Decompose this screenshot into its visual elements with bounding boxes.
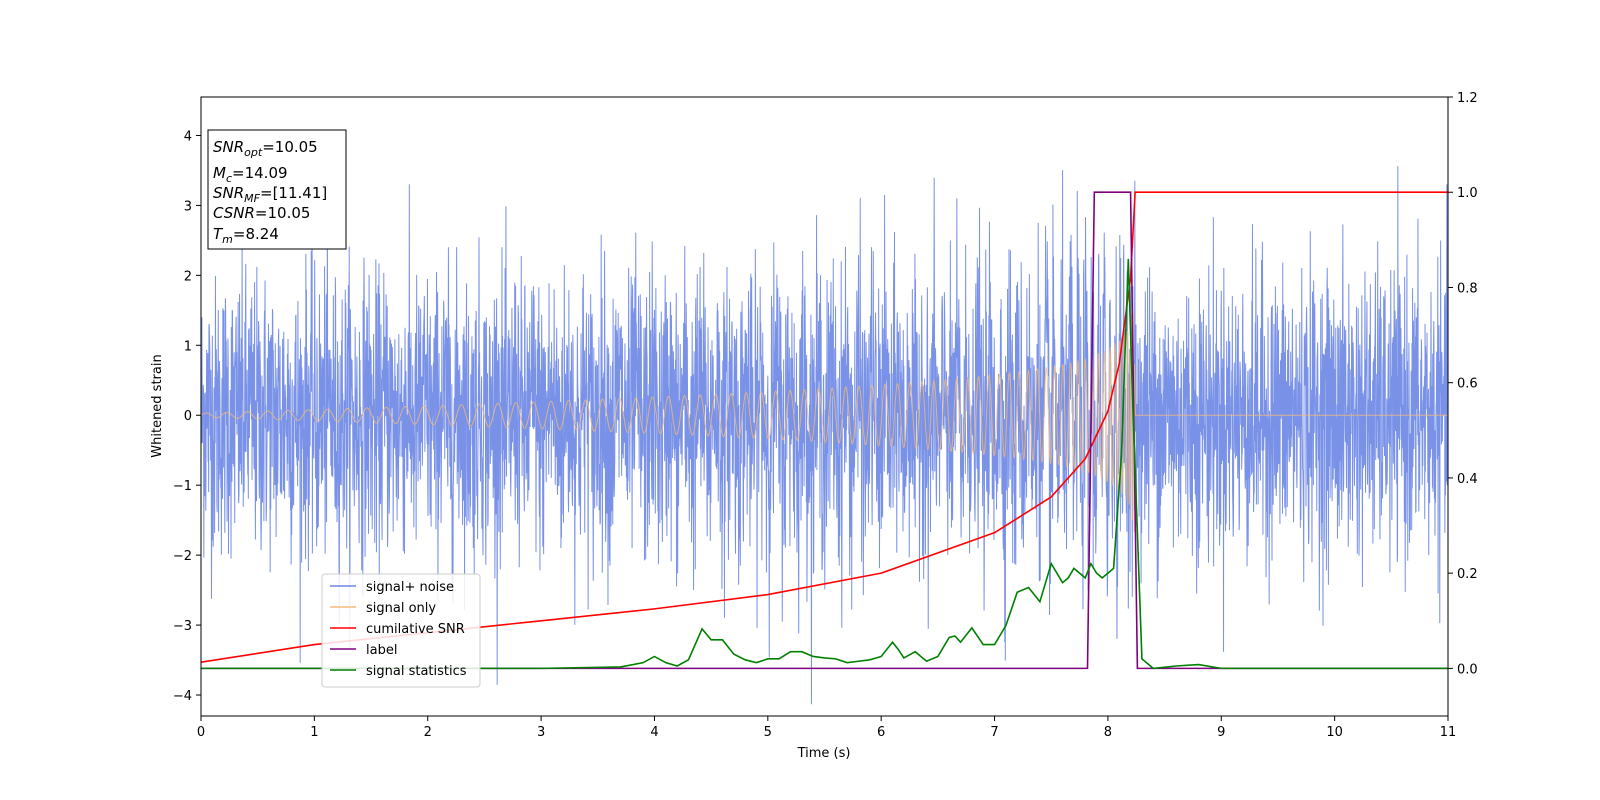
y-left-tick-label: −3 [173,619,192,634]
legend: signal+ noise signal only cumilative SNR la… [321,573,481,688]
y-right-tick-label: 0.8 [1457,281,1478,296]
x-tick-label: 8 [1104,725,1112,740]
annotation-line: SNRMF=[11.41] [213,184,327,205]
x-tick-label: 1 [310,725,318,740]
annotation-line: Mc=14.09 [213,164,288,185]
legend-entry: cumilative SNR [366,622,465,637]
x-tick-label: 9 [1217,725,1225,740]
annotation-line: Tm=8.24 [213,225,279,246]
y-left-tick-label: 2 [184,269,192,284]
plot-frame [200,96,1449,717]
y-right-tick-label: 0.4 [1457,472,1478,487]
legend-entry: signal statistics [366,664,467,679]
series-signal-statistics [201,258,1448,670]
y-left-tick-label: 0 [184,409,192,424]
y-axis-label: Whitened strain [150,354,165,457]
x-tick-label: 11 [1440,725,1457,740]
annotation-line: SNRopt=10.05 [213,138,318,159]
legend-entry: signal only [366,601,436,616]
x-tick-label: 3 [537,725,545,740]
series-label [201,191,1448,670]
y-axis-right: 1.2 1.0 0.8 0.6 0.4 0.2 0.0 [1448,91,1478,677]
series-signal-only [201,310,1448,533]
y-right-tick-label: 0.6 [1457,377,1478,392]
annotation-box: SNRopt=10.05 Mc=14.09SNRMF=[11.41]CSNR=10… [207,129,347,250]
y-left-tick-label: 4 [184,129,192,144]
y-right-tick-label: 0.0 [1457,662,1478,677]
y-axis-left: 4 3 2 1 0 −1 −2 −3 −4 [173,129,201,704]
x-tick-label: 6 [877,725,885,740]
x-tick-label: 4 [650,725,658,740]
x-tick-label: 2 [424,725,432,740]
x-tick-label: 5 [764,725,772,740]
annotation-line: CSNR=10.05 [213,204,310,222]
y-right-tick-label: 1.0 [1457,186,1478,201]
legend-entry: label [366,643,397,658]
legend-entry: signal+ noise [366,580,454,595]
x-tick-label: 10 [1326,725,1343,740]
x-tick-label: 7 [990,725,998,740]
x-axis: 0 1 2 3 4 5 6 7 8 9 10 11 [197,716,1456,740]
y-left-tick-label: −1 [173,479,192,494]
y-left-tick-label: −2 [173,549,192,564]
x-tick-label: 0 [197,725,205,740]
y-left-tick-label: −4 [173,689,192,704]
x-axis-label: Time (s) [797,746,851,761]
y-right-tick-label: 1.2 [1457,91,1478,106]
y-right-tick-label: 0.2 [1457,567,1478,582]
y-left-tick-label: 1 [184,339,192,354]
y-left-tick-label: 3 [184,199,192,214]
